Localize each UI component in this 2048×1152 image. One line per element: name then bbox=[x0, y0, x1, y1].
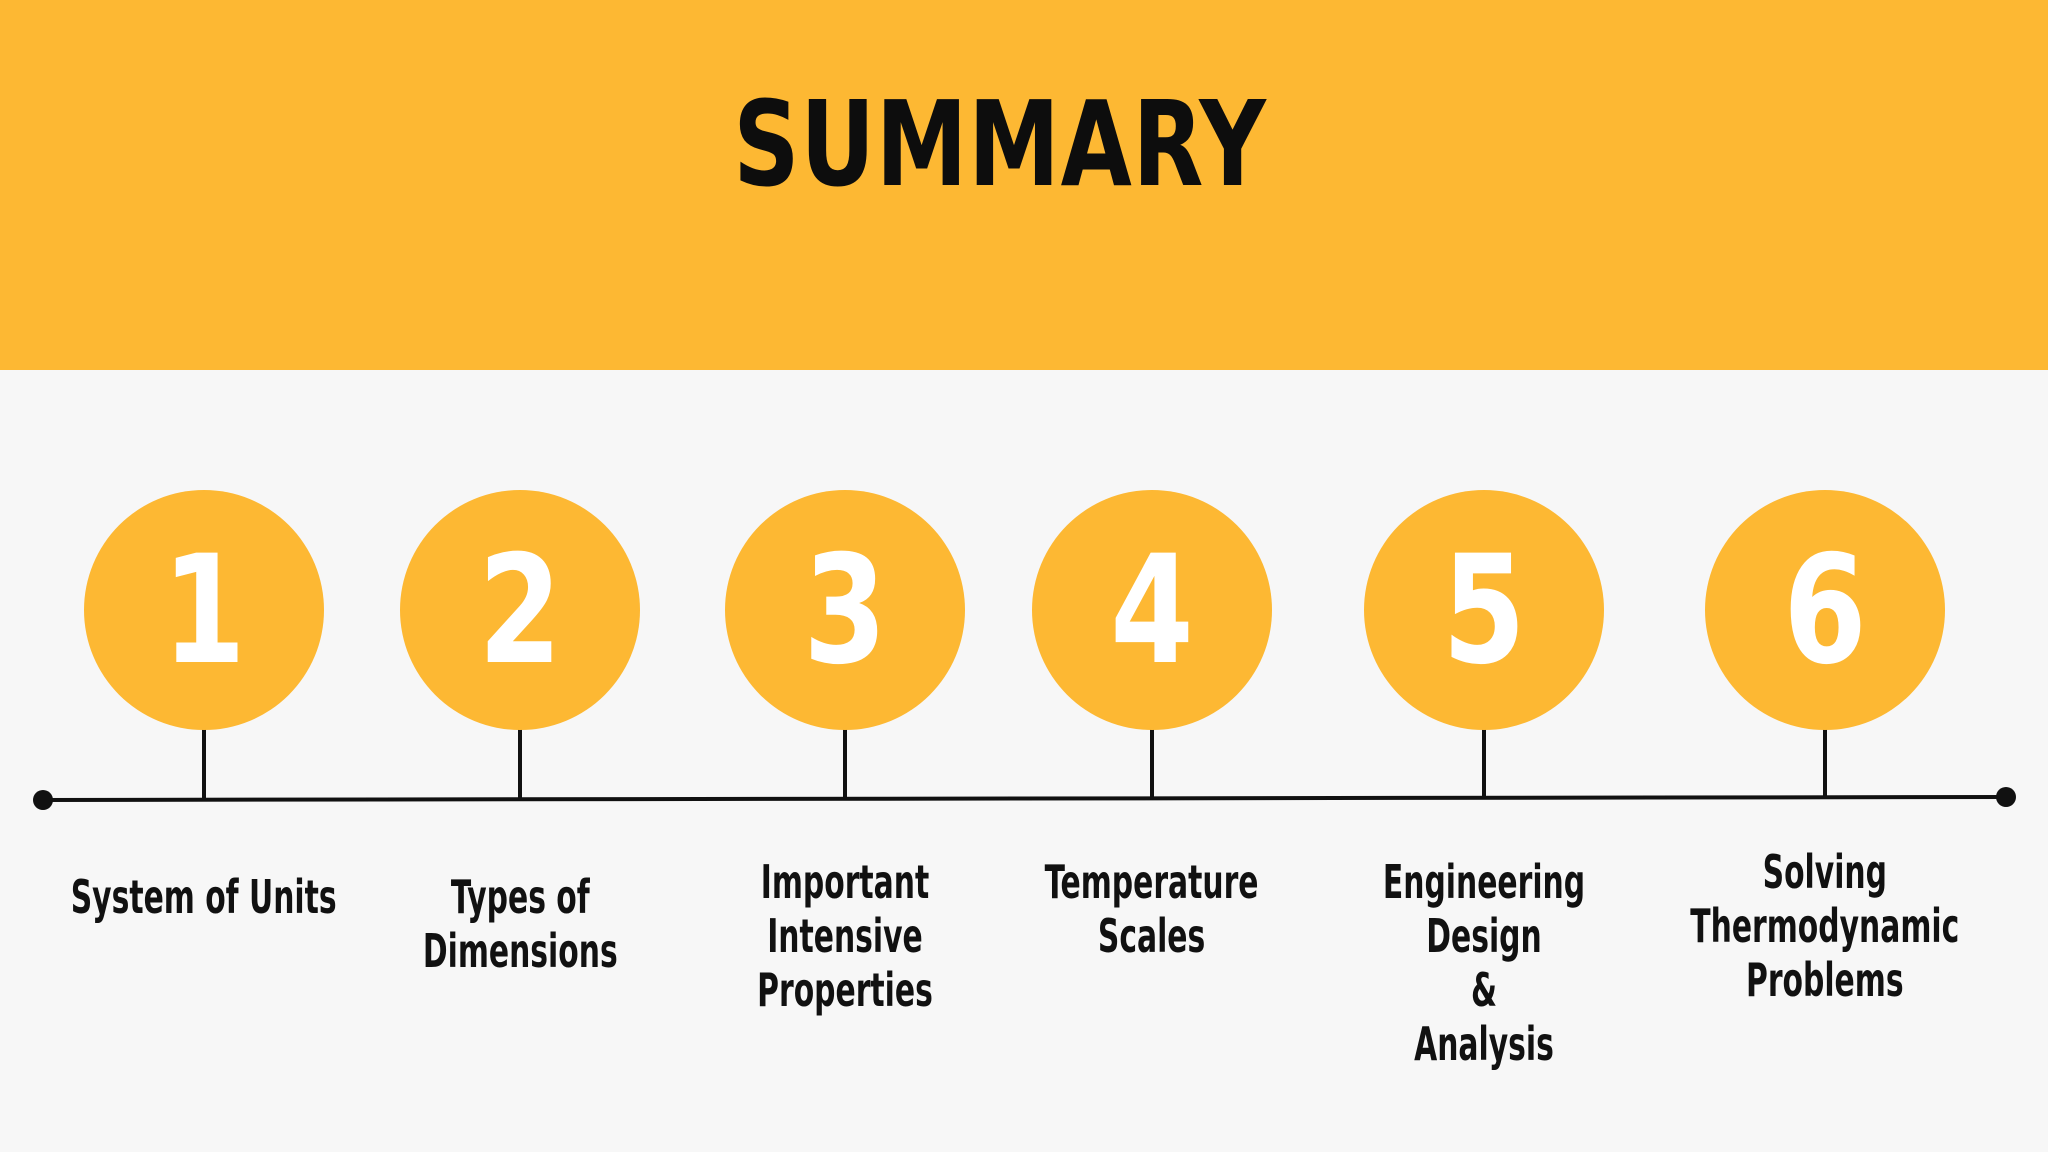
step-number: 2 bbox=[478, 524, 562, 698]
timeline-axis bbox=[42, 795, 2007, 802]
step-circle bbox=[84, 490, 324, 730]
step-label-text: Engineering Design & Analysis bbox=[1382, 855, 1586, 1071]
step-label-text: Important Intensive Properties bbox=[757, 855, 933, 1017]
step-label: Solving Thermodynamic Problems bbox=[1635, 845, 2015, 1007]
step-label: System of Units bbox=[14, 870, 394, 924]
step-4: 4 bbox=[1032, 490, 1272, 798]
step-circle bbox=[400, 490, 640, 730]
step-1: 1 bbox=[84, 490, 324, 798]
step-circle bbox=[1705, 490, 1945, 730]
step-6: 6 bbox=[1705, 490, 1945, 798]
step-label: Important Intensive Properties bbox=[655, 855, 1035, 1017]
step-label: Engineering Design & Analysis bbox=[1294, 855, 1674, 1071]
step-circle bbox=[1364, 490, 1604, 730]
step-label-text: System of Units bbox=[71, 870, 337, 924]
step-3: 3 bbox=[725, 490, 965, 798]
step-number: 1 bbox=[162, 524, 246, 698]
step-label-text: Types of Dimensions bbox=[422, 870, 618, 978]
step-circle bbox=[725, 490, 965, 730]
step-label-text: Solving Thermodynamic Problems bbox=[1690, 845, 1960, 1007]
page-title: SUMMARY bbox=[733, 75, 1267, 213]
step-number: 4 bbox=[1110, 524, 1194, 698]
steps-layer: 1 2 3 4 5 6 bbox=[84, 490, 1945, 798]
timeline-end-dot bbox=[1996, 787, 2016, 807]
timeline-start-dot bbox=[33, 790, 53, 810]
step-number: 6 bbox=[1783, 524, 1867, 698]
header-band bbox=[0, 0, 2048, 370]
step-label: Types of Dimensions bbox=[330, 870, 710, 978]
step-circle bbox=[1032, 490, 1272, 730]
step-number: 5 bbox=[1442, 524, 1526, 698]
step-number: 3 bbox=[803, 524, 887, 698]
step-label: Temperature Scales bbox=[962, 855, 1342, 963]
step-5: 5 bbox=[1364, 490, 1604, 798]
step-label-text: Temperature Scales bbox=[1045, 855, 1259, 963]
step-2: 2 bbox=[400, 490, 640, 798]
